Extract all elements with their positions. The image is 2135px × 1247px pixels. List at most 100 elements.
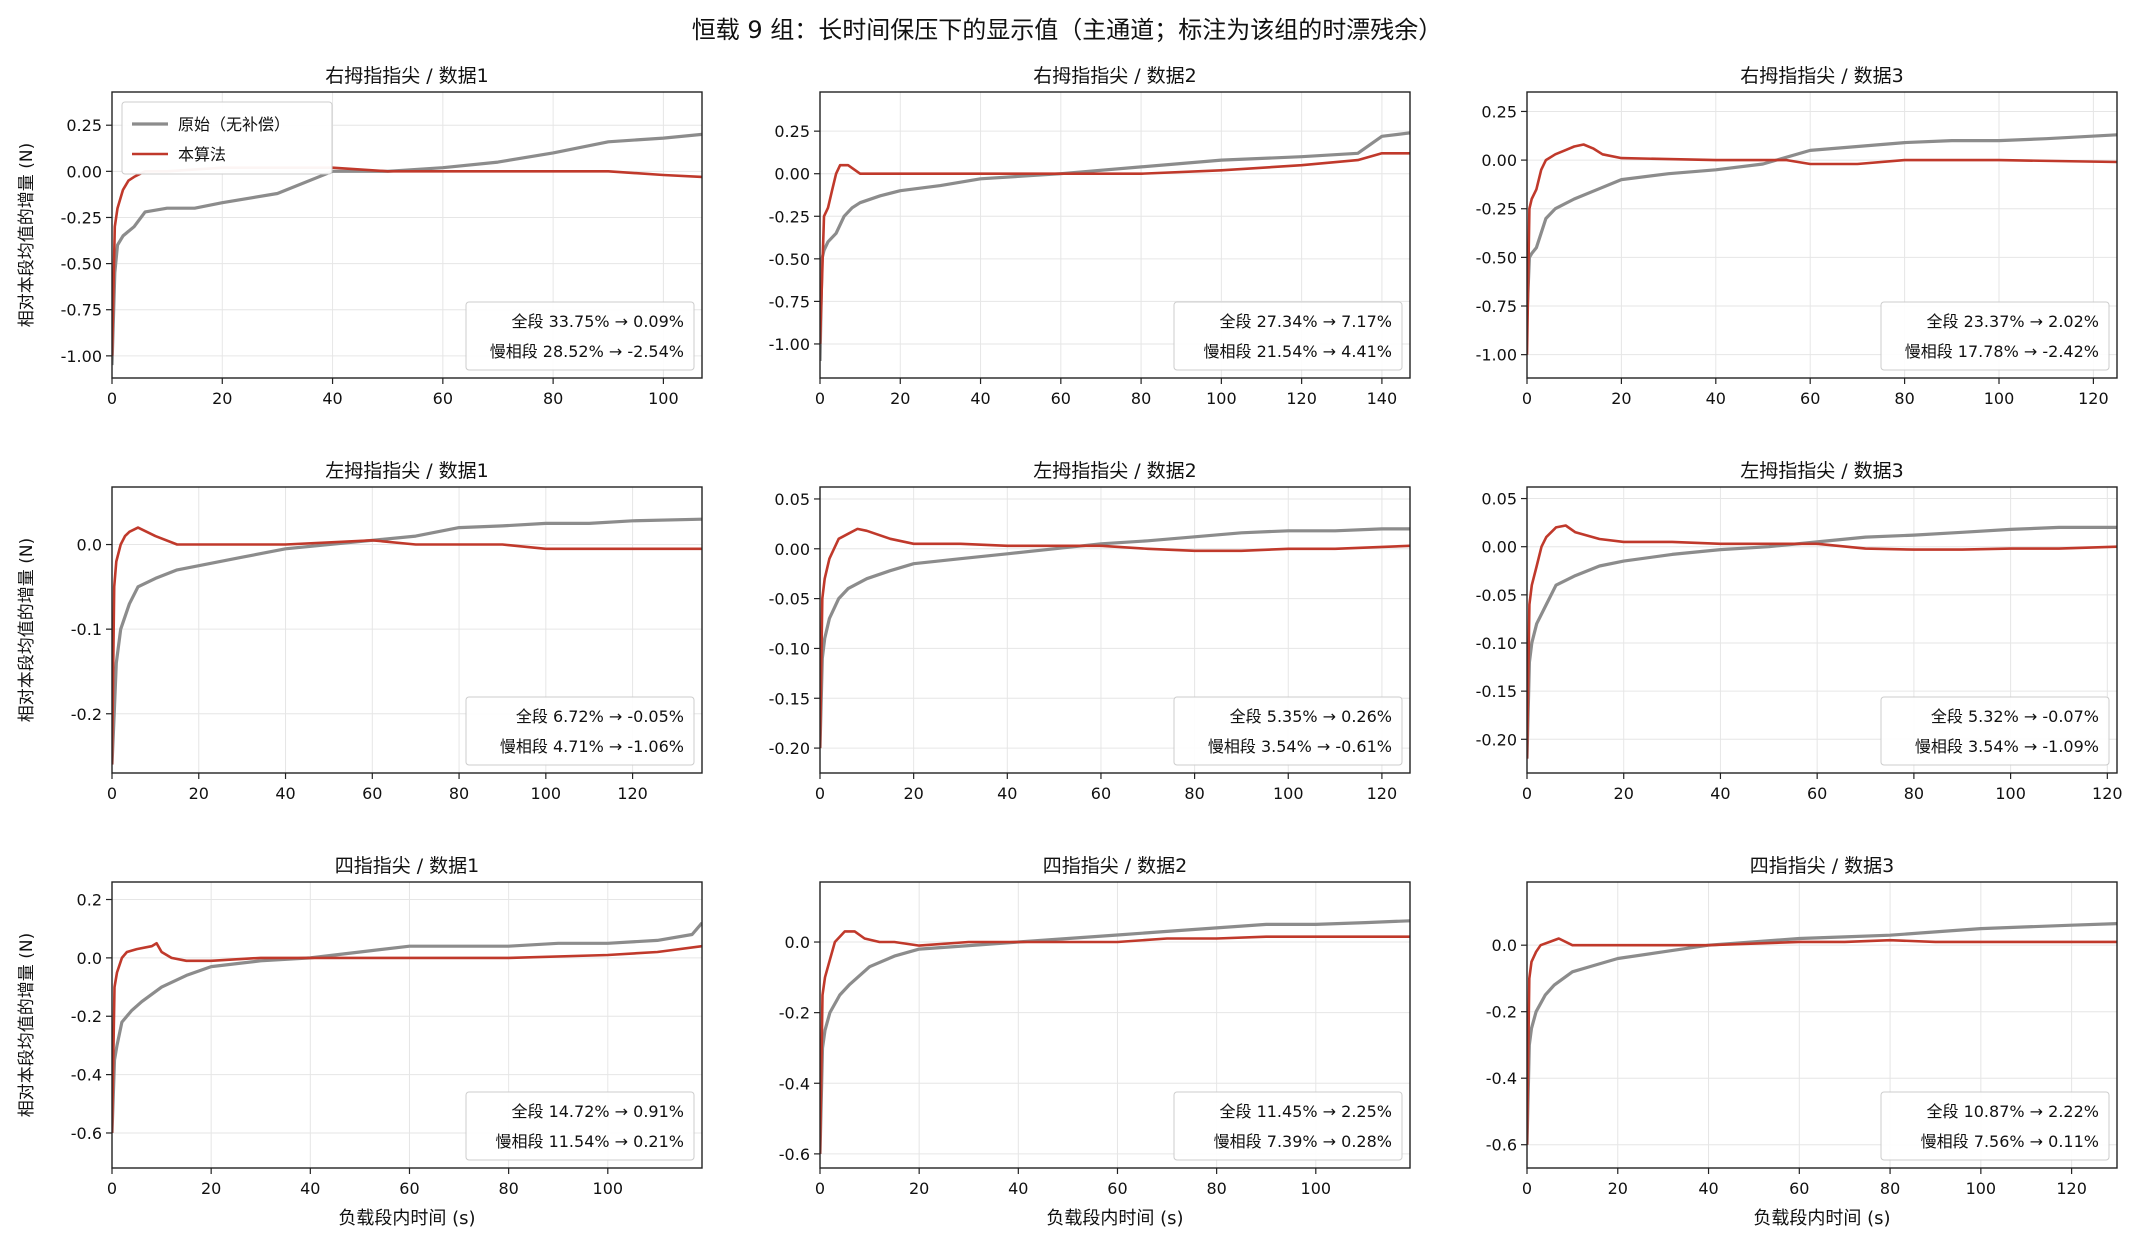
x-tick-label: 20 [212, 389, 232, 408]
panel-title: 四指指尖 / 数据3 [1750, 855, 1895, 877]
y-tick-label: -1.00 [769, 335, 810, 354]
annotation-text: 全段 27.34% → 7.17% [1219, 312, 1392, 331]
x-tick-label: 60 [1789, 1179, 1809, 1198]
annotation-text: 慢相段 7.39% → 0.28% [1214, 1132, 1392, 1151]
annotation-box [465, 1091, 695, 1161]
axes-frame [1526, 486, 2118, 774]
x-tick-label: 40 [997, 784, 1017, 803]
x-tick-label: 40 [300, 1179, 320, 1198]
y-tick-label: -0.75 [61, 301, 102, 320]
annotation-box [465, 696, 695, 766]
y-tick-label: -0.15 [769, 689, 810, 708]
annotation-text: 慢相段 7.56% → 0.11% [1921, 1132, 2099, 1151]
annotation-text: 全段 6.72% → -0.05% [516, 707, 684, 726]
annotation-text: 全段 33.75% → 0.09% [511, 312, 684, 331]
y-tick-label: -0.25 [769, 207, 810, 226]
y-tick-label: -0.4 [779, 1074, 810, 1093]
y-tick-label: 0.00 [774, 540, 810, 559]
y-tick-label: -0.2 [1486, 1003, 1517, 1022]
annotation-text: 全段 11.45% → 2.25% [1219, 1102, 1392, 1121]
annotation-text: 全段 14.72% → 0.91% [511, 1102, 684, 1121]
y-tick-label: -0.2 [779, 1004, 810, 1023]
annotation-text: 慢相段 28.52% → -2.54% [490, 342, 684, 361]
chart-panel: 左拇指指尖 / 数据3 0 20 40 60 80 100 120 0.05 0.00 -0.05 -… [1476, 460, 2123, 803]
x-tick-label: 0 [107, 389, 117, 408]
axes-frame [819, 881, 1411, 1169]
y-tick-label: -0.10 [1476, 634, 1517, 653]
annotation-text: 慢相段 21.54% → 4.41% [1203, 342, 1392, 361]
x-tick-label: 100 [531, 784, 562, 803]
x-tick-label: 0 [107, 784, 117, 803]
x-tick-label: 140 [1367, 389, 1398, 408]
annotation-box [465, 301, 695, 371]
annotation-box [1173, 696, 1403, 766]
y-tick-label: -0.15 [1476, 682, 1517, 701]
annotation-text: 慢相段 17.78% → -2.42% [1905, 342, 2099, 361]
y-tick-label: -0.75 [1476, 297, 1517, 316]
y-tick-label: -0.6 [779, 1145, 810, 1164]
x-axis-label: 负载段内时间 (s) [1046, 1208, 1183, 1229]
x-tick-label: 0 [1522, 389, 1532, 408]
annotation-text: 全段 5.32% → -0.07% [1931, 707, 2099, 726]
x-tick-label: 0 [815, 389, 825, 408]
x-tick-label: 20 [890, 389, 910, 408]
x-tick-label: 20 [909, 1179, 929, 1198]
axes-frame [111, 91, 703, 379]
y-tick-label: 0.0 [1492, 936, 1517, 955]
x-tick-label: 100 [1206, 389, 1237, 408]
x-tick-label: 40 [1706, 389, 1726, 408]
y-tick-label: -0.4 [1486, 1069, 1517, 1088]
y-tick-label: 0.05 [774, 490, 810, 509]
x-tick-label: 40 [1698, 1179, 1718, 1198]
series-line-algo [112, 941, 702, 1134]
panel-title: 左拇指指尖 / 数据3 [1740, 460, 1904, 482]
chart-panel: 右拇指指尖 / 数据3 0 20 40 60 80 100 120 0.25 0.00 -0.25 -… [1476, 65, 2118, 408]
x-tick-label: 120 [617, 784, 648, 803]
series-line-raw [112, 921, 702, 1134]
y-tick-label: -0.25 [1476, 200, 1517, 219]
axes-frame [819, 486, 1411, 774]
axes-frame [1526, 881, 2118, 1169]
series-line-raw [1527, 525, 2117, 759]
panel-title: 右拇指指尖 / 数据3 [1740, 65, 1904, 87]
x-tick-label: 0 [815, 784, 825, 803]
x-tick-label: 40 [970, 389, 990, 408]
y-tick-label: -0.4 [71, 1066, 102, 1085]
y-axis-label: 相对本段均值的增量 (N) [17, 538, 37, 722]
y-tick-label: -0.20 [1476, 730, 1517, 749]
annotation-text: 全段 5.35% → 0.26% [1230, 707, 1392, 726]
x-tick-label: 120 [1367, 784, 1398, 803]
y-tick-label: -0.50 [769, 250, 810, 269]
series-line-algo [820, 930, 1410, 1154]
chart-panel: 左拇指指尖 / 数据1 0 20 40 60 80 100 120 0.0 -0.1 -0.2 相对本… [17, 460, 703, 803]
x-tick-label: 120 [2078, 389, 2109, 408]
x-tick-label: 60 [1051, 389, 1071, 408]
y-tick-label: 0.05 [1481, 490, 1517, 509]
y-tick-label: -0.2 [71, 1007, 102, 1026]
x-tick-label: 80 [1880, 1179, 1900, 1198]
series-line-raw [112, 517, 702, 765]
y-tick-label: -0.25 [61, 208, 102, 227]
x-tick-label: 120 [2092, 784, 2123, 803]
panel-title: 四指指尖 / 数据1 [335, 855, 480, 877]
y-tick-label: -0.1 [71, 620, 102, 639]
axes-frame [1526, 91, 2118, 379]
y-tick-label: -1.00 [1476, 346, 1517, 365]
panel-title: 左拇指指尖 / 数据1 [325, 460, 489, 482]
x-tick-label: 80 [1184, 784, 1204, 803]
x-tick-label: 20 [189, 784, 209, 803]
y-tick-label: 0.0 [77, 949, 102, 968]
x-tick-label: 20 [1611, 389, 1631, 408]
y-tick-label: -0.05 [769, 590, 810, 609]
y-tick-label: -0.50 [61, 255, 102, 274]
y-tick-label: -0.75 [769, 292, 810, 311]
chart-panel: 左拇指指尖 / 数据2 0 20 40 60 80 100 120 0.05 0.00 -0.05 -… [769, 460, 1411, 803]
annotation-box [1173, 301, 1403, 371]
panel-title: 四指指尖 / 数据2 [1043, 855, 1188, 877]
x-tick-label: 80 [543, 389, 563, 408]
x-tick-label: 100 [1966, 1179, 1997, 1198]
axes-frame [111, 486, 703, 774]
annotation-text: 慢相段 11.54% → 0.21% [495, 1132, 684, 1151]
x-tick-label: 0 [815, 1179, 825, 1198]
series-line-algo [1527, 524, 2117, 759]
